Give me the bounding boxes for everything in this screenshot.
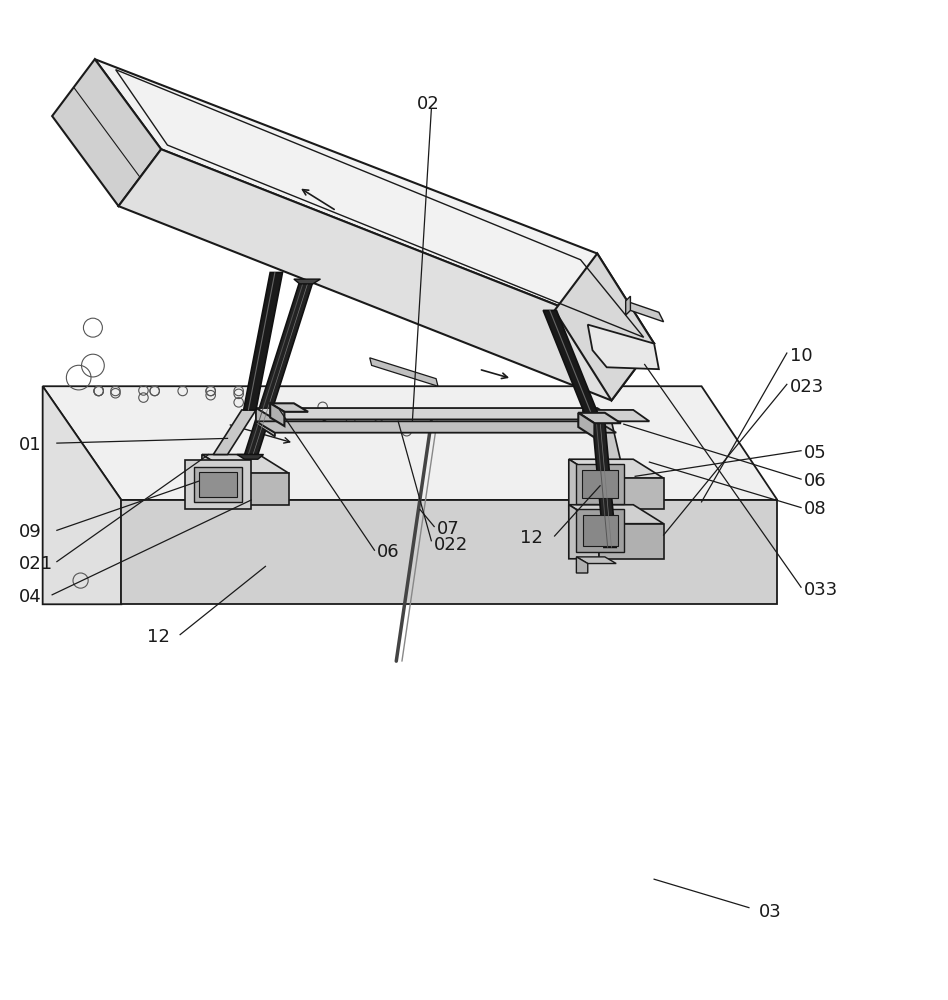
Polygon shape xyxy=(43,386,121,604)
Polygon shape xyxy=(213,410,256,454)
Polygon shape xyxy=(569,505,664,524)
Polygon shape xyxy=(245,282,313,454)
Polygon shape xyxy=(626,296,630,315)
Polygon shape xyxy=(599,478,664,509)
Text: 05: 05 xyxy=(804,444,827,462)
Polygon shape xyxy=(270,403,284,426)
Polygon shape xyxy=(118,149,654,400)
Polygon shape xyxy=(569,505,599,559)
Text: 07: 07 xyxy=(437,520,460,538)
Polygon shape xyxy=(256,408,616,419)
Polygon shape xyxy=(583,410,649,421)
Polygon shape xyxy=(626,301,664,322)
Text: 03: 03 xyxy=(758,903,781,921)
Text: 04: 04 xyxy=(19,588,42,606)
Polygon shape xyxy=(578,413,621,423)
Polygon shape xyxy=(270,403,308,412)
Text: 023: 023 xyxy=(790,378,824,396)
Polygon shape xyxy=(185,460,251,509)
Text: 12: 12 xyxy=(147,628,170,646)
Polygon shape xyxy=(592,421,616,547)
Polygon shape xyxy=(244,272,283,410)
Polygon shape xyxy=(256,410,275,436)
Polygon shape xyxy=(43,386,777,500)
Polygon shape xyxy=(202,454,289,473)
Text: 02: 02 xyxy=(417,95,440,113)
Polygon shape xyxy=(597,421,621,462)
Polygon shape xyxy=(294,279,320,284)
Polygon shape xyxy=(569,459,664,478)
Text: 10: 10 xyxy=(790,347,812,365)
Polygon shape xyxy=(583,410,599,435)
Polygon shape xyxy=(588,325,659,369)
Polygon shape xyxy=(237,454,264,459)
Polygon shape xyxy=(576,509,624,552)
Polygon shape xyxy=(587,418,611,423)
Polygon shape xyxy=(555,254,654,400)
Polygon shape xyxy=(370,358,438,386)
Text: 09: 09 xyxy=(19,523,42,541)
Polygon shape xyxy=(256,408,275,433)
Polygon shape xyxy=(95,59,654,344)
Polygon shape xyxy=(583,515,618,546)
Polygon shape xyxy=(569,459,599,509)
Text: 021: 021 xyxy=(19,555,53,573)
Text: 022: 022 xyxy=(434,536,468,554)
Text: 033: 033 xyxy=(804,581,838,599)
Polygon shape xyxy=(543,310,601,421)
Polygon shape xyxy=(202,454,232,505)
Polygon shape xyxy=(576,557,588,573)
Polygon shape xyxy=(256,421,616,433)
Text: 12: 12 xyxy=(520,529,542,547)
Text: 06: 06 xyxy=(377,543,400,561)
Polygon shape xyxy=(576,464,624,504)
Polygon shape xyxy=(199,472,237,497)
Polygon shape xyxy=(52,59,161,206)
Text: 01: 01 xyxy=(19,436,42,454)
Polygon shape xyxy=(582,470,618,498)
Polygon shape xyxy=(256,410,327,422)
Polygon shape xyxy=(232,473,289,505)
Polygon shape xyxy=(121,500,777,604)
Polygon shape xyxy=(578,413,594,437)
Text: 08: 08 xyxy=(804,500,827,518)
Polygon shape xyxy=(599,524,664,559)
Polygon shape xyxy=(576,557,616,564)
Text: 06: 06 xyxy=(804,472,827,490)
Polygon shape xyxy=(194,467,242,502)
